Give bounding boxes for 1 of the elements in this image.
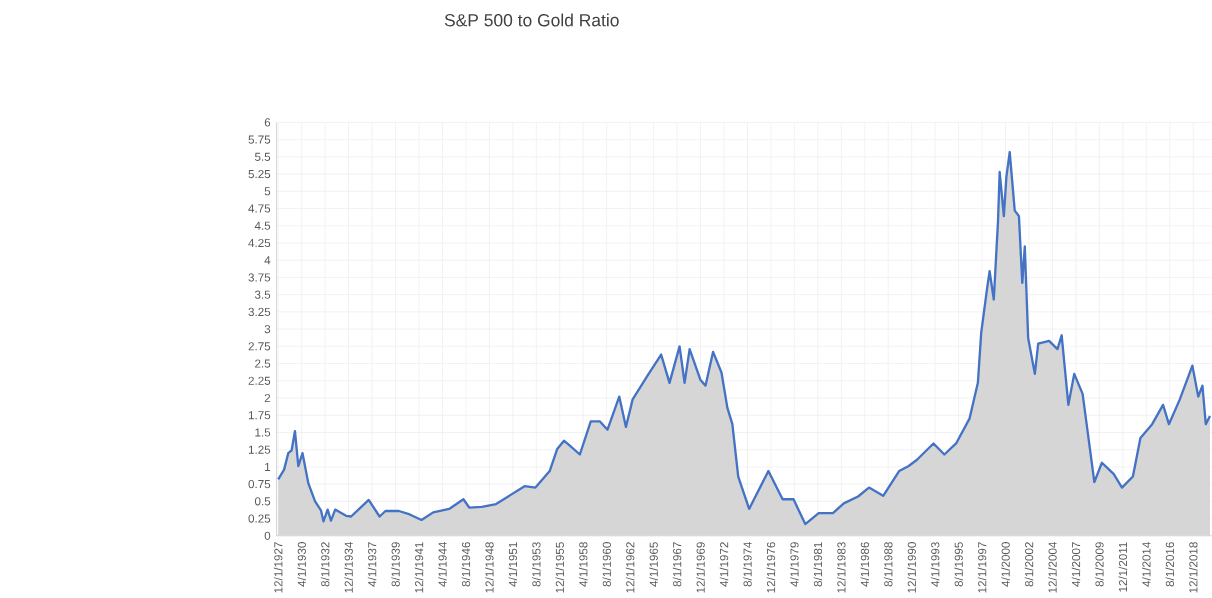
chart-title: S&P 500 to Gold Ratio	[444, 13, 619, 26]
